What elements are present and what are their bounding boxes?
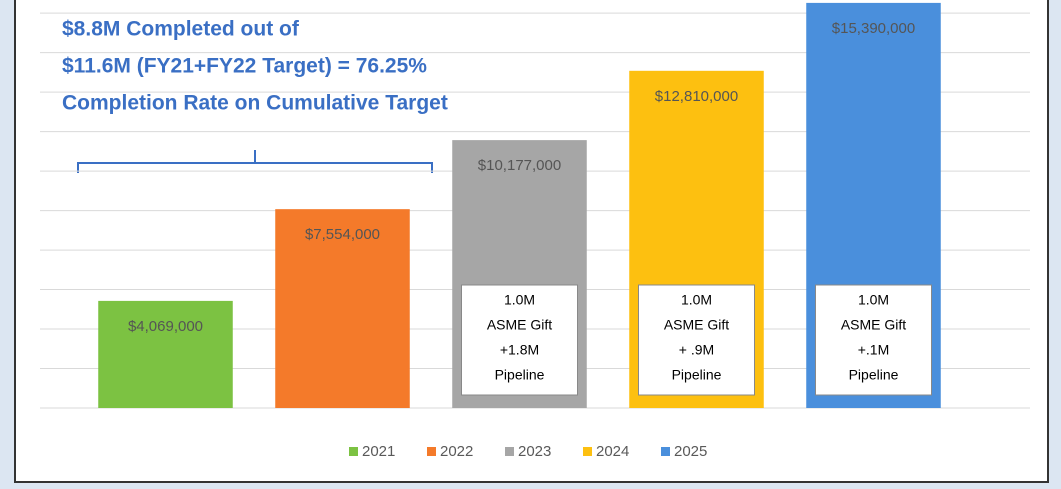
note-text: Pipeline: [495, 367, 545, 383]
value-label: $7,554,000: [305, 226, 380, 243]
legend-swatch: [505, 447, 514, 456]
note-text: Pipeline: [849, 367, 899, 383]
legend-label: 2023: [518, 443, 551, 460]
bracket: [77, 150, 433, 173]
note-text: + .9M: [679, 342, 714, 358]
note-text: ASME Gift: [841, 317, 906, 333]
note-box: [638, 284, 755, 396]
note-text: +1.8M: [500, 342, 539, 358]
value-label: $10,177,000: [478, 157, 561, 174]
legend-label: 2021: [362, 443, 395, 460]
note-text: ASME Gift: [664, 317, 729, 333]
annotation: Completion Rate on Cumulative Target: [62, 92, 448, 115]
value-label: $15,390,000: [832, 20, 915, 37]
value-label: $4,069,000: [128, 318, 203, 335]
legend-label: 2024: [596, 443, 629, 460]
bar: [275, 209, 410, 408]
bar: [98, 300, 233, 408]
note-text: +.1M: [858, 342, 890, 358]
legend-label: 2025: [674, 443, 707, 460]
legend-label: 2022: [440, 443, 473, 460]
legend-swatch: [583, 447, 592, 456]
legend-swatch: [427, 447, 436, 456]
note-box: [461, 284, 578, 396]
note-text: 1.0M: [681, 292, 712, 308]
note-text: 1.0M: [504, 292, 535, 308]
legend-swatch: [349, 447, 358, 456]
note-text: ASME Gift: [487, 317, 552, 333]
legend-swatch: [661, 447, 670, 456]
annotation: $8.8M Completed out of: [62, 18, 300, 41]
note-text: Pipeline: [672, 367, 722, 383]
value-label: $12,810,000: [655, 88, 738, 105]
note-box: [815, 284, 932, 396]
annotation: $11.6M (FY21+FY22 Target) = 76.25%: [62, 55, 427, 78]
note-text: 1.0M: [858, 292, 889, 308]
